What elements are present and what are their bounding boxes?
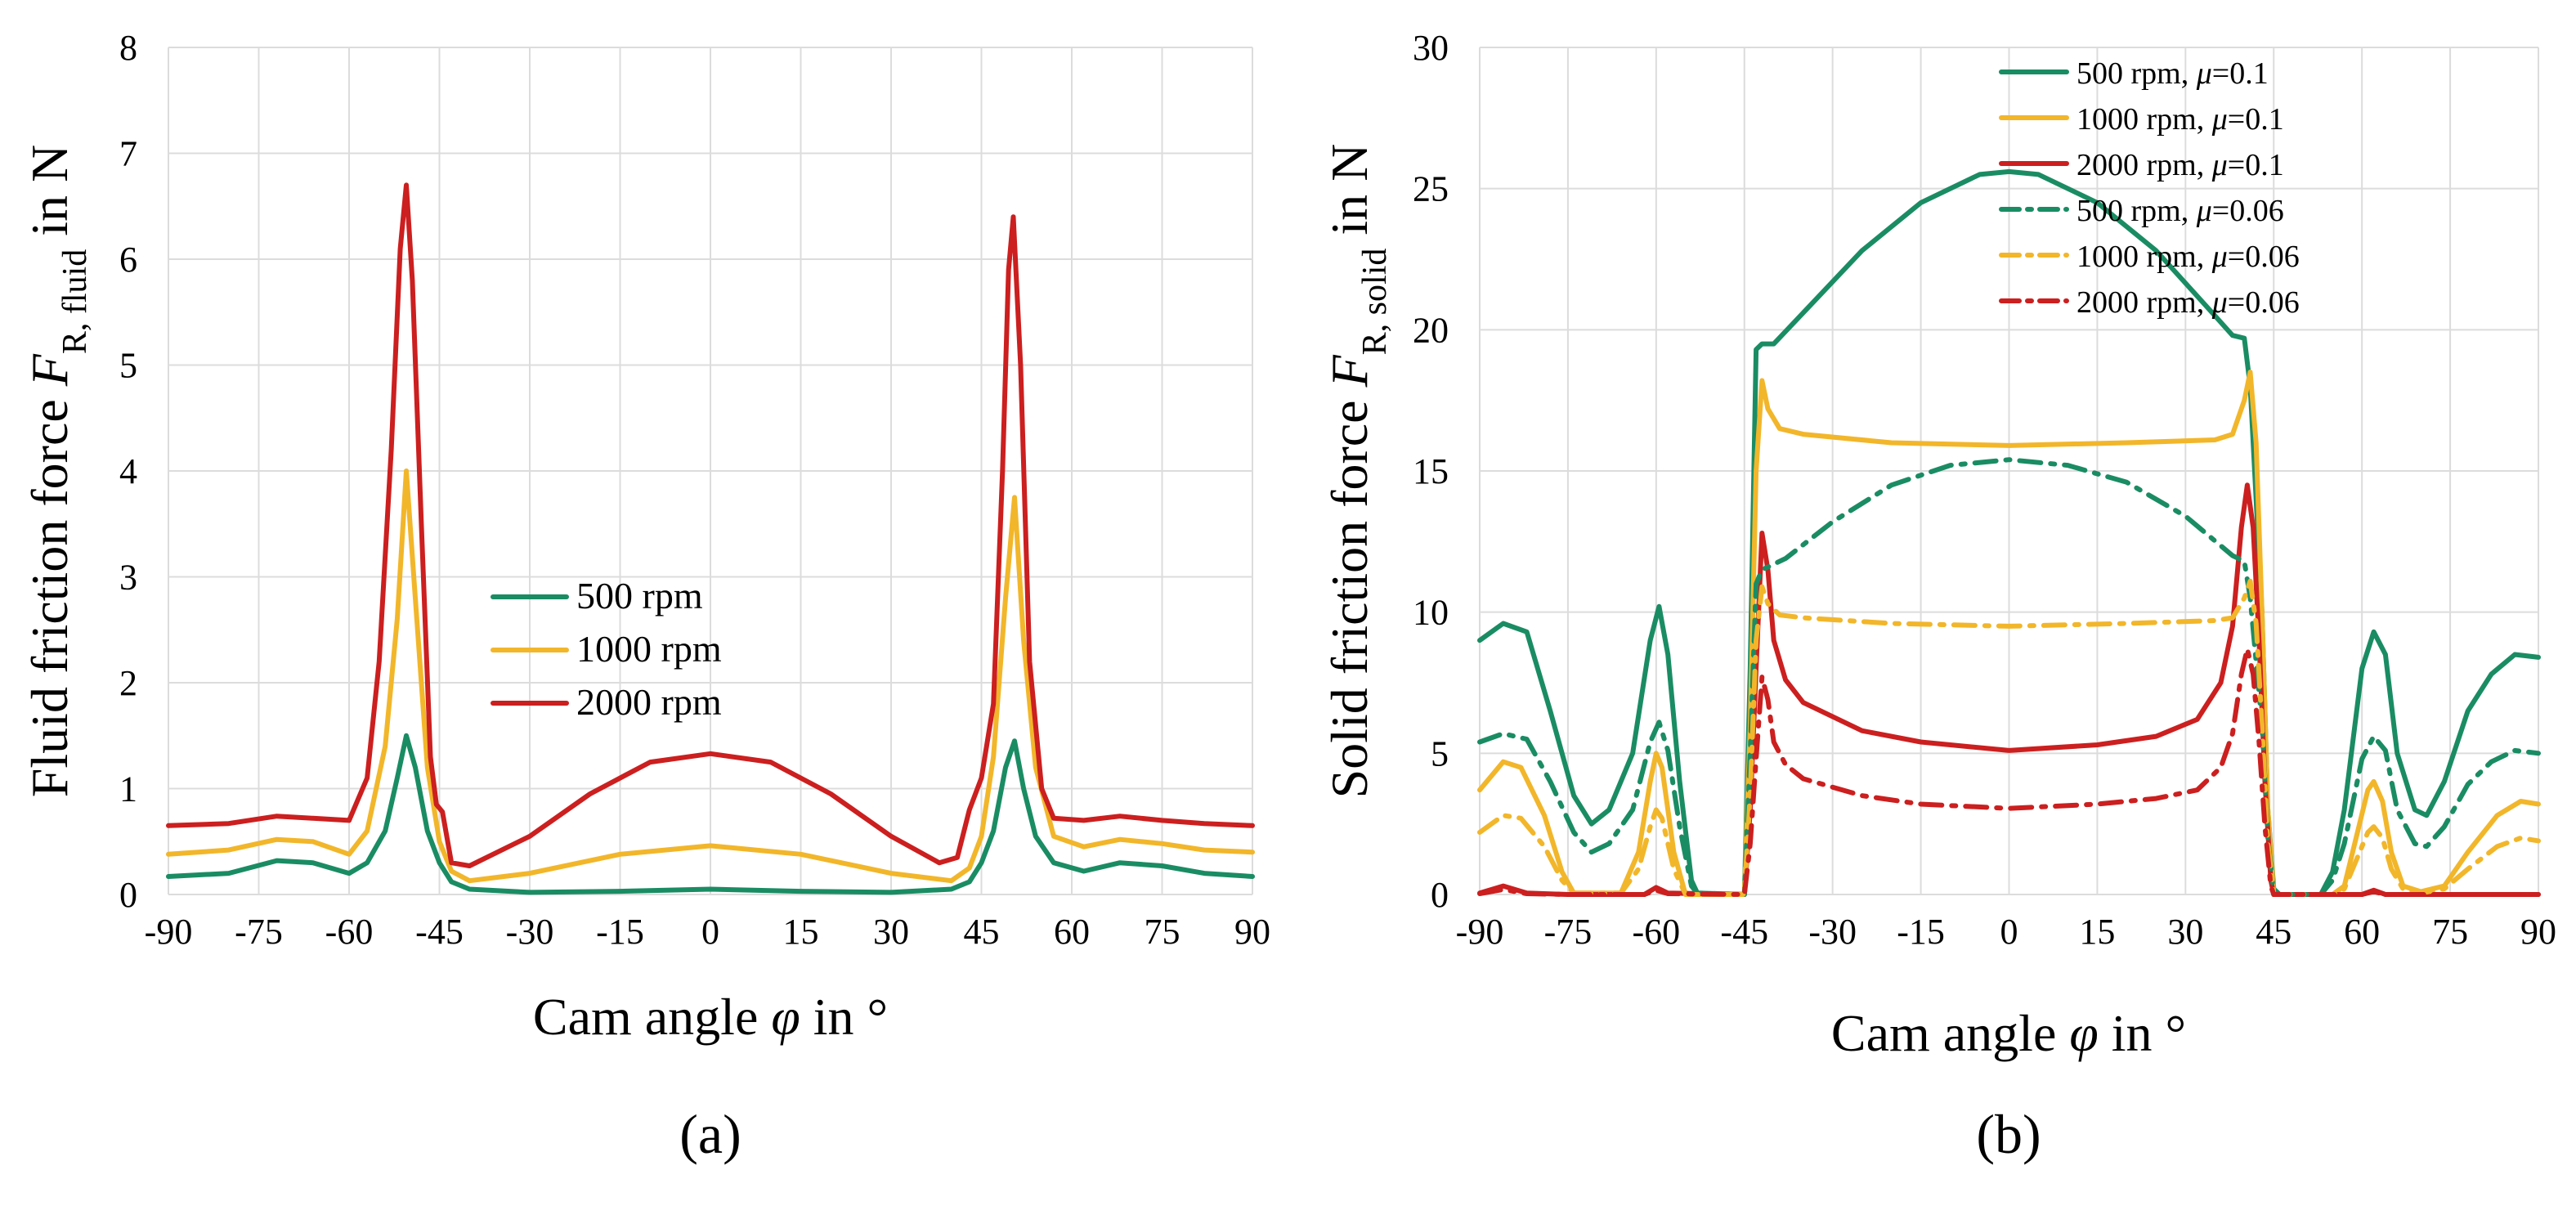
x-axis-title: Cam angle φ in ° — [1831, 1004, 2186, 1062]
series-line — [1477, 370, 2541, 897]
x-tick-label: 45 — [964, 912, 1000, 952]
legend-label: 2000 rpm, μ=0.06 — [2076, 285, 2300, 320]
x-tick-label: 75 — [2432, 912, 2468, 952]
legend-label: 2000 rpm — [576, 681, 722, 723]
subfigure-caption: (b) — [1976, 1103, 2041, 1165]
x-tick-label: -75 — [1544, 912, 1593, 952]
x-tick-label: -60 — [1633, 912, 1681, 952]
legend-label: 1000 rpm, μ=0.06 — [2076, 240, 2300, 274]
legend-label: 500 rpm — [576, 575, 703, 616]
y-tick-label: 20 — [1413, 310, 1449, 350]
y-tick-label: 6 — [119, 240, 137, 280]
y-tick-label: 1 — [119, 769, 137, 809]
legend-label: 2000 rpm, μ=0.1 — [2076, 148, 2284, 182]
series-line — [166, 469, 1255, 884]
chart-a: -90 -75 -60 -45 -30 -15 0 15 30 45 60 75 90012345678… — [20, 28, 1270, 1165]
x-tick-label: 75 — [1145, 912, 1180, 952]
x-tick-label: 45 — [2256, 912, 2292, 952]
y-tick-label: 7 — [119, 134, 137, 174]
y-tick-label: 8 — [119, 28, 137, 68]
y-tick-label: 0 — [1431, 875, 1449, 915]
y-tick-label: 3 — [119, 558, 137, 598]
x-tick-label: 15 — [783, 912, 819, 952]
legend: 500 rpm 1000 rpm 2000 rpm — [491, 575, 722, 723]
legend-label: 1000 rpm — [576, 628, 722, 670]
series-line — [166, 733, 1255, 895]
x-tick-label: -45 — [415, 912, 464, 952]
x-tick-label: 60 — [2344, 912, 2380, 952]
y-tick-label: 2 — [119, 663, 137, 703]
series-line — [166, 182, 1255, 868]
legend-label: 500 rpm, μ=0.06 — [2076, 194, 2284, 228]
x-tick-label: 0 — [701, 912, 719, 952]
y-tick-label: 0 — [119, 875, 137, 915]
y-tick-label: 10 — [1413, 593, 1449, 633]
series-line — [1477, 646, 2541, 897]
legend: 500 rpm, μ=0.1 1000 rpm, μ=0.1 2000 rpm, μ… — [1999, 56, 2300, 320]
y-axis-title: Solid friction force FR, solid in N — [1320, 144, 1394, 799]
x-tick-label: 0 — [2000, 912, 2018, 952]
series-line — [1477, 168, 2541, 897]
gridlines — [1479, 47, 2539, 895]
series-line — [1477, 457, 2541, 897]
x-tick-label: -30 — [1808, 912, 1857, 952]
y-tick-label: 4 — [119, 451, 137, 491]
y-tick-label: 15 — [1413, 451, 1449, 491]
y-tick-label: 5 — [119, 346, 137, 386]
x-tick-label: -75 — [235, 912, 283, 952]
subfigure-caption: (a) — [679, 1103, 741, 1165]
series-line — [1477, 578, 2541, 897]
y-tick-label: 5 — [1431, 733, 1449, 773]
x-tick-label: -90 — [145, 912, 193, 952]
x-tick-label: 90 — [2520, 912, 2556, 952]
y-axis-title: Fluid friction force FR, fluid in N — [20, 145, 94, 797]
y-tick-label: 30 — [1413, 28, 1449, 68]
x-axis-title: Cam angle φ in ° — [533, 988, 888, 1046]
chart-b: -90 -75 -60 -45 -30 -15 0 15 30 45 60 75 90 0 5 10 15 20 2… — [1320, 28, 2556, 1165]
x-tick-label: 30 — [2167, 912, 2203, 952]
y-tick-label: 25 — [1413, 169, 1449, 209]
x-tick-label: -15 — [596, 912, 644, 952]
x-tick-label: -60 — [325, 912, 374, 952]
x-tick-label: 60 — [1054, 912, 1090, 952]
legend-label: 1000 rpm, μ=0.1 — [2076, 102, 2284, 137]
x-tick-label: -90 — [1456, 912, 1504, 952]
x-tick-label: -15 — [1897, 912, 1945, 952]
x-tick-label: -45 — [1720, 912, 1768, 952]
x-tick-label: 30 — [873, 912, 909, 952]
x-tick-label: 15 — [2079, 912, 2115, 952]
legend-label: 500 rpm, μ=0.1 — [2076, 56, 2269, 91]
gridlines — [168, 47, 1253, 895]
x-tick-label: -30 — [506, 912, 554, 952]
x-tick-label: 90 — [1234, 912, 1270, 952]
